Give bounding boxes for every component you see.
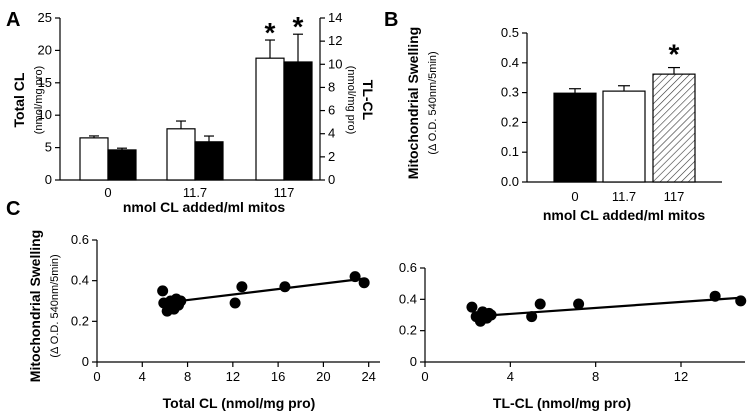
- c-left-xtick-label: 8: [184, 369, 191, 384]
- a-bar-total-cl: [255, 57, 285, 181]
- b-xlabel: nmol CL added/ml mitos: [543, 207, 706, 223]
- a-ytick-left-label: 20: [38, 42, 52, 57]
- a-xtick-label: 11.7: [183, 185, 207, 200]
- c-left-xtick-label: 16: [271, 369, 285, 384]
- c-left-point: [236, 281, 248, 293]
- a-significance-star: *: [265, 17, 276, 48]
- a-ylabel-right-units: (nmol/mg pro): [345, 66, 357, 134]
- c-right-xtick-label: 0: [421, 369, 428, 384]
- b-ytick-label: 0.1: [501, 144, 519, 159]
- a-ytick-right-label: 0: [328, 172, 335, 187]
- b-significance-star: *: [669, 39, 680, 70]
- a-ylabel-right: TL-CL: [360, 80, 376, 121]
- a-ytick-right-label: 6: [328, 103, 335, 118]
- c-left-xtick-label: 4: [139, 369, 146, 384]
- c-left-point: [349, 271, 361, 283]
- c-right-point: [573, 298, 585, 310]
- c-right-xtick-label: 4: [507, 369, 514, 384]
- c-left-xtick-label: 20: [316, 369, 330, 384]
- c-right-point: [534, 298, 546, 310]
- a-ytick-left-label: 25: [38, 10, 52, 25]
- b-ytick-label: 0.5: [501, 25, 519, 40]
- a-bar-tl-cl: [283, 61, 313, 181]
- panel-label-a: A: [6, 9, 20, 31]
- c-right-ytick-label: 0.4: [399, 291, 417, 306]
- a-bar-total-cl: [166, 128, 196, 181]
- c-right-xtick-label: 12: [674, 369, 688, 384]
- a-ytick-left-label: 0: [45, 172, 52, 187]
- c-left-xlabel: Total CL (nmol/mg pro): [163, 395, 316, 411]
- b-ytick-label: 0.2: [501, 114, 519, 129]
- c-right-xlabel: TL-CL (nmol/mg pro): [493, 395, 631, 411]
- a-bar-tl-cl: [107, 149, 137, 181]
- c-right-fit-line: [471, 296, 741, 318]
- c-left-ytick-label: 0.2: [71, 313, 89, 328]
- a-xtick-label: 0: [104, 185, 111, 200]
- a-ylabel-left: Total CL: [11, 72, 27, 127]
- c-right-xtick-label: 8: [592, 369, 599, 384]
- a-xlabel: nmol CL added/ml mitos: [123, 199, 286, 215]
- b-ylabel: Mitochondrial Swelling: [405, 27, 421, 179]
- c-left-ylabel-units: (Δ O.D. 540nm/5min): [49, 254, 61, 357]
- a-xtick-label: 117: [274, 185, 295, 200]
- b-ytick-label: 0.3: [501, 85, 519, 100]
- b-bar: [602, 90, 646, 183]
- a-ytick-right-label: 8: [328, 79, 335, 94]
- c-right-point: [709, 290, 721, 302]
- c-left-xtick-label: 0: [93, 369, 100, 384]
- a-ytick-left-label: 5: [45, 140, 52, 155]
- c-left-xtick-label: 12: [226, 369, 240, 384]
- c-left-point: [175, 295, 187, 307]
- b-ytick-label: 0.4: [501, 55, 519, 70]
- c-left-ylabel: Mitochondrial Swelling: [27, 230, 43, 382]
- c-right-ytick-label: 0: [410, 354, 417, 369]
- b-xtick-label: 117: [664, 189, 685, 204]
- b-xtick-label: 0: [571, 189, 578, 204]
- c-left-fit-line: [162, 277, 365, 305]
- a-ytick-right-label: 14: [328, 10, 342, 25]
- c-left-point: [157, 285, 169, 297]
- c-right-ytick-label: 0.6: [399, 260, 417, 275]
- a-ytick-right-label: 10: [328, 56, 342, 71]
- a-ytick-left-label: 15: [38, 75, 52, 90]
- c-left-point: [279, 281, 291, 293]
- b-bar: [553, 92, 597, 183]
- panel-label-c: C: [6, 198, 20, 220]
- a-ytick-right-label: 4: [328, 126, 335, 141]
- b-ylabel-units: (Δ O.D. 540nm/5min): [427, 51, 439, 154]
- c-right-ytick-label: 0.2: [399, 323, 417, 338]
- b-ytick-label: 0.0: [501, 174, 519, 189]
- a-bar-total-cl: [79, 137, 109, 181]
- a-ytick-left-label: 10: [38, 107, 52, 122]
- c-left-ytick-label: 0.4: [71, 273, 89, 288]
- a-significance-star: *: [293, 11, 304, 42]
- a-ylabel-left-units: (nmol/mg pro): [33, 66, 45, 134]
- c-left-ytick-label: 0: [82, 354, 89, 369]
- panel-label-b: B: [384, 9, 398, 31]
- c-right-point: [485, 309, 497, 321]
- c-right-point: [526, 311, 538, 323]
- a-bar-tl-cl: [194, 141, 224, 181]
- c-right-point: [735, 295, 747, 307]
- c-right-point: [466, 301, 478, 313]
- b-bar: [652, 73, 696, 183]
- a-ytick-right-label: 2: [328, 149, 335, 164]
- c-left-point: [229, 297, 241, 309]
- a-ytick-right-label: 12: [328, 33, 342, 48]
- c-left-xtick-label: 24: [361, 369, 375, 384]
- c-left-ytick-label: 0.6: [71, 232, 89, 247]
- b-xtick-label: 11.7: [612, 189, 636, 204]
- c-left-point: [358, 277, 370, 289]
